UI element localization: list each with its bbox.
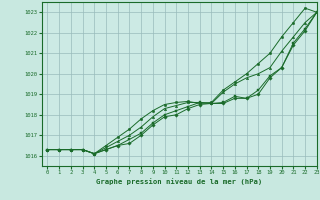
X-axis label: Graphe pression niveau de la mer (hPa): Graphe pression niveau de la mer (hPa): [96, 178, 262, 185]
